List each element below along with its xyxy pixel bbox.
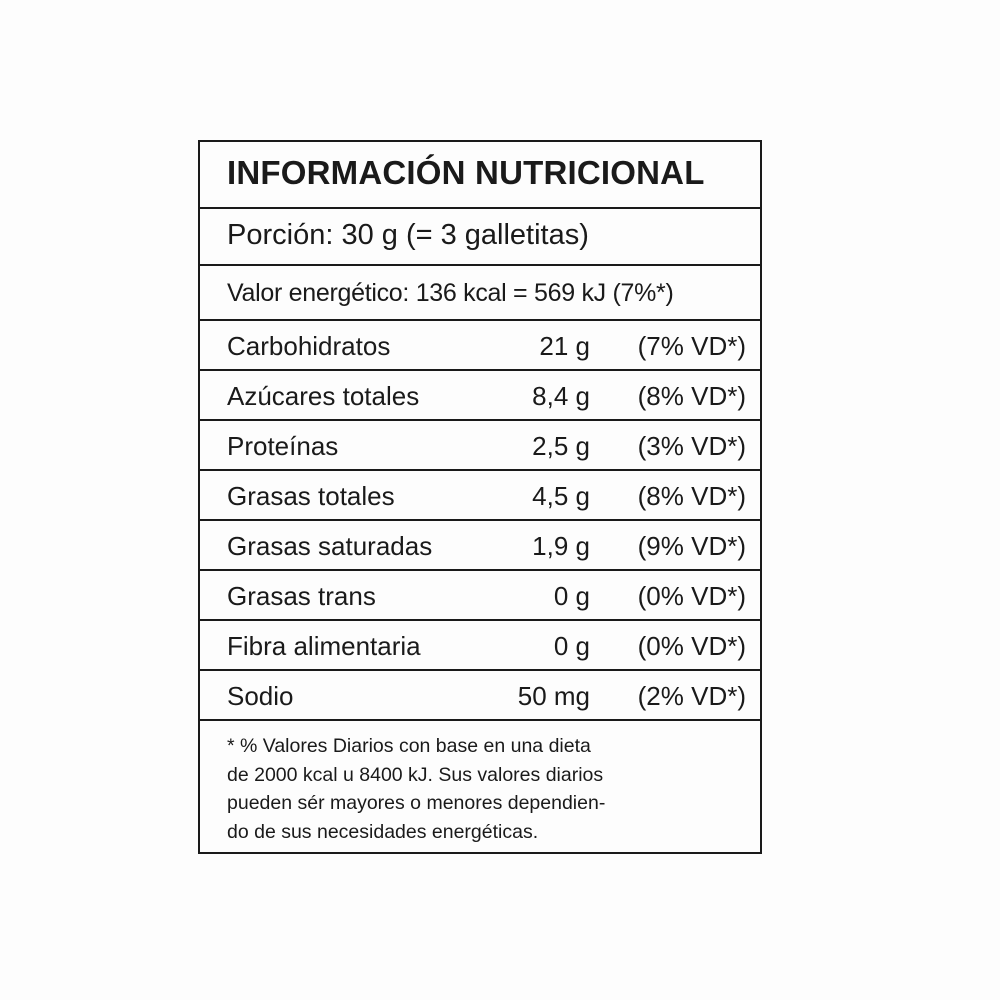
footnote-line: pueden sér mayores o menores dependien-	[227, 792, 606, 814]
nutrient-row-grasas-saturadas: Grasas saturadas 1,9 g (9% VD*)	[200, 521, 760, 571]
nutrient-daily-value: (7% VD*)	[637, 331, 746, 361]
energy-row: Valor energético: 136 kcal = 569 kJ (7%*…	[200, 266, 760, 321]
nutrient-row-fibra: Fibra alimentaria 0 g (0% VD*)	[200, 621, 760, 671]
nutrient-daily-value: (8% VD*)	[637, 481, 746, 511]
nutrient-amount: 1,9 g	[532, 531, 590, 561]
nutrient-name: Azúcares totales	[227, 381, 420, 411]
nutrient-daily-value: (3% VD*)	[637, 431, 746, 461]
daily-value-footnote: * % Valores Diarios con base en una diet…	[227, 732, 747, 846]
energy-value: Valor energético: 136 kcal = 569 kJ (7%*…	[227, 279, 674, 307]
nutrient-name: Sodio	[227, 681, 294, 711]
nutrient-daily-value: (0% VD*)	[637, 631, 746, 661]
footnote-line: de 2000 kcal u 8400 kJ. Sus valores diar…	[227, 763, 604, 786]
nutrient-row-carbohidratos: Carbohidratos 21 g (7% VD*)	[200, 321, 760, 371]
nutrient-name: Grasas totales	[227, 481, 395, 511]
nutrient-name: Grasas trans	[227, 581, 376, 611]
nutrient-amount: 0 g	[553, 631, 590, 661]
nutrient-daily-value: (2% VD*)	[637, 681, 746, 711]
footnote-line: do de sus necesidades energéticas.	[227, 820, 539, 843]
nutrient-name: Fibra alimentaria	[227, 631, 421, 661]
portion-row: Porción: 30 g (= 3 galletitas)	[200, 209, 760, 266]
nutrient-row-grasas-trans: Grasas trans 0 g (0% VD*)	[200, 571, 760, 621]
label-title: INFORMACIÓN NUTRICIONAL	[227, 154, 705, 191]
nutrient-amount: 4,5 g	[532, 481, 590, 511]
nutrient-name: Proteínas	[227, 431, 339, 461]
nutrient-amount: 50 mg	[517, 681, 590, 711]
nutrient-daily-value: (0% VD*)	[637, 581, 746, 611]
nutrient-amount: 2,5 g	[532, 431, 590, 461]
nutrient-row-proteinas: Proteínas 2,5 g (3% VD*)	[200, 421, 760, 471]
nutrient-row-sodio: Sodio 50 mg (2% VD*)	[200, 671, 760, 721]
nutrient-row-grasas-totales: Grasas totales 4,5 g (8% VD*)	[200, 471, 760, 521]
nutrient-name: Grasas saturadas	[227, 531, 433, 561]
nutrient-name: Carbohidratos	[227, 331, 391, 361]
nutrient-amount: 0 g	[553, 581, 590, 611]
nutrient-row-azucares: Azúcares totales 8,4 g (8% VD*)	[200, 371, 760, 421]
nutrition-facts-label: INFORMACIÓN NUTRICIONAL Porción: 30 g (=…	[198, 140, 762, 854]
title-row: INFORMACIÓN NUTRICIONAL	[200, 142, 760, 209]
footnote-line: * % Valores Diarios con base en una diet…	[227, 735, 591, 757]
nutrient-amount: 21 g	[539, 331, 590, 361]
portion-size: Porción: 30 g (= 3 galletitas)	[227, 219, 589, 251]
nutrient-daily-value: (9% VD*)	[637, 531, 746, 561]
nutrient-daily-value: (8% VD*)	[637, 381, 746, 411]
nutrient-amount: 8,4 g	[532, 381, 590, 411]
